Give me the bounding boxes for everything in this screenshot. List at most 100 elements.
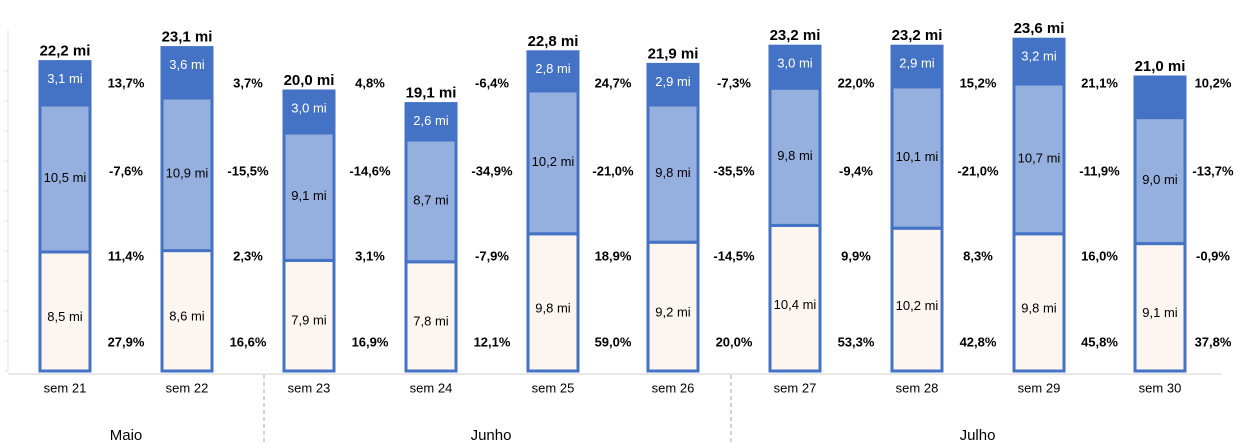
- pct-change-label: -6,4%: [475, 75, 509, 90]
- pct-change-label: 21,1%: [1081, 75, 1118, 90]
- bar-stack: [282, 89, 336, 373]
- bar-total-label: 19,1 mi: [406, 85, 457, 102]
- bar-label-middle: 10,5 mi: [44, 170, 87, 185]
- bar-total-label: 23,6 mi: [1014, 20, 1065, 37]
- pct-change-label: 24,7%: [595, 75, 632, 90]
- pct-change-label: 9,9%: [841, 248, 871, 263]
- pct-change-label: -7,9%: [475, 248, 509, 263]
- pct-change-label: 3,1%: [355, 248, 385, 263]
- x-tick-label: sem 29: [1018, 380, 1061, 395]
- bar-label-top: 2,9 mi: [655, 74, 691, 89]
- bar-total-label: 21,0 mi: [1135, 58, 1186, 75]
- bar-segment-middle: [890, 85, 944, 230]
- bar-label-top: 2,8 mi: [535, 61, 571, 76]
- bar-total-label: 22,8 mi: [528, 33, 579, 50]
- x-tick-label: sem 23: [288, 380, 331, 395]
- bar-stack: [526, 50, 580, 373]
- bar-label-bottom: 7,9 mi: [291, 313, 327, 328]
- month-label: Maio: [110, 427, 143, 444]
- bar-segment-bottom: [1012, 232, 1066, 373]
- bar-label-middle: 9,8 mi: [777, 148, 813, 163]
- bar-segment-top: [526, 50, 580, 93]
- bar-segment-top: [38, 60, 92, 107]
- pct-change-label: 8,3%: [963, 248, 993, 263]
- bar-segment-top: [890, 44, 944, 89]
- bar-segment-top: [160, 46, 214, 100]
- x-tick-label: sem 24: [410, 380, 453, 395]
- bar-label-top: 3,0 mi: [777, 56, 813, 71]
- bar-label-middle: 10,1 mi: [896, 149, 939, 164]
- bar-segment-top: [404, 102, 458, 142]
- bar-label-top: 3,2 mi: [1021, 49, 1057, 64]
- pct-change-label: 27,9%: [108, 334, 145, 349]
- bar-label-middle: 10,2 mi: [532, 154, 575, 169]
- pct-change-label: -7,6%: [109, 163, 143, 178]
- pct-change-label: 2,3%: [233, 248, 263, 263]
- bar-stack: [160, 46, 214, 373]
- bar-label-top: 2,9 mi: [899, 56, 935, 71]
- bar-stack: [890, 44, 944, 373]
- bar-label-top: 2,6 mi: [413, 113, 449, 128]
- pct-change-label: 20,0%: [716, 334, 753, 349]
- bar-label-middle: 9,8 mi: [655, 165, 691, 180]
- pct-change-label: 18,9%: [595, 248, 632, 263]
- bar-label-bottom: 8,6 mi: [169, 308, 205, 323]
- bar-segment-bottom: [282, 258, 336, 373]
- bar-label-top: 3,6 mi: [169, 57, 205, 72]
- bar-label-bottom: 8,5 mi: [47, 309, 83, 324]
- bar-label-bottom: 10,2 mi: [896, 298, 939, 313]
- x-tick-label: sem 28: [896, 380, 939, 395]
- pct-change-label: -35,5%: [713, 163, 755, 178]
- pct-change-label: 37,8%: [1195, 334, 1232, 349]
- pct-change-label: -34,9%: [471, 163, 513, 178]
- bar-segment-middle: [1133, 116, 1187, 246]
- bar-segment-top: [1012, 37, 1066, 86]
- x-tick-label: sem 25: [532, 380, 575, 395]
- bar-segment-middle: [526, 89, 580, 236]
- bar-label-top: 3,0 mi: [291, 100, 327, 115]
- bar-stack: [38, 60, 92, 373]
- bar-total-label: 23,2 mi: [770, 27, 821, 44]
- bar-total-label: 21,9 mi: [648, 45, 699, 62]
- pct-change-label: 42,8%: [960, 334, 997, 349]
- bar-label-middle: 10,9 mi: [166, 166, 209, 181]
- bar-segment-middle: [404, 138, 458, 264]
- bar-stack: [768, 44, 822, 373]
- bars-layer: [38, 37, 1187, 373]
- pct-change-label: -7,3%: [717, 75, 751, 90]
- bar-total-label: 23,1 mi: [162, 29, 213, 46]
- bar-segment-top: [282, 89, 336, 135]
- bar-label-middle: 9,1 mi: [291, 188, 327, 203]
- bar-stack: [1012, 37, 1066, 373]
- bar-stack: [404, 102, 458, 373]
- bar-stack: [646, 62, 700, 373]
- bar-label-bottom: 9,8 mi: [1021, 301, 1057, 316]
- pct-change-label: -14,6%: [349, 163, 391, 178]
- pct-change-label: 53,3%: [838, 334, 875, 349]
- pct-change-label: -9,4%: [839, 163, 873, 178]
- x-tick-label: sem 22: [166, 380, 209, 395]
- pct-change-label: 16,0%: [1081, 248, 1118, 263]
- x-tick-label: sem 21: [44, 380, 87, 395]
- pct-change-label: -15,5%: [227, 163, 269, 178]
- x-tick-label: sem 26: [652, 380, 695, 395]
- pct-change-label: 45,8%: [1081, 334, 1118, 349]
- labels-layer: 8,5 mi 10,5 mi 3,1 mi 22,2 mi sem 21 8,6 mi 10…: [40, 20, 1234, 444]
- pct-change-label: 15,2%: [960, 75, 997, 90]
- bar-label-bottom: 9,8 mi: [535, 301, 571, 316]
- bar-segment-bottom: [526, 232, 580, 373]
- bar-segment-middle: [282, 131, 336, 262]
- bar-segment-top: [768, 44, 822, 90]
- bar-label-top: 3,1 mi: [47, 71, 83, 86]
- bar-total-label: 20,0 mi: [284, 72, 335, 89]
- pct-change-label: -13,7%: [1192, 163, 1234, 178]
- bar-label-bottom: 9,1 mi: [1142, 305, 1178, 320]
- bar-segment-middle: [646, 103, 700, 244]
- pct-change-label: 22,0%: [838, 75, 875, 90]
- x-tick-label: sem 30: [1139, 380, 1182, 395]
- bar-label-middle: 10,7 mi: [1018, 150, 1061, 165]
- bar-label-middle: 8,7 mi: [413, 192, 449, 207]
- x-tick-label: sem 27: [774, 380, 817, 395]
- bar-label-bottom: 7,8 mi: [413, 313, 449, 328]
